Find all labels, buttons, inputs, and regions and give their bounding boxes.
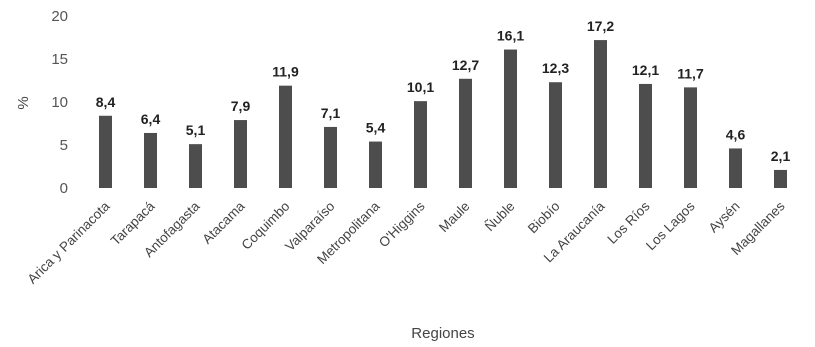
data-label: 2,1 — [771, 148, 791, 164]
data-label: 12,7 — [452, 57, 479, 73]
data-labels: 8,4 6,4 5,1 7,9 11,9 7,1 5,4 10,1 12,7 16,1 12,3 17… — [96, 18, 791, 164]
bar — [459, 78, 472, 188]
bar — [594, 40, 607, 188]
category-label: Biobío — [525, 199, 563, 237]
data-label: 16,1 — [497, 28, 524, 44]
bar — [729, 148, 742, 188]
bar — [369, 141, 382, 188]
category-label: O'Higgins — [376, 198, 428, 250]
data-label: 7,9 — [231, 98, 251, 114]
bar — [99, 115, 112, 188]
data-label: 5,1 — [186, 122, 206, 138]
bar — [414, 101, 427, 188]
data-label: 7,1 — [321, 105, 341, 121]
category-label: Los Lagos — [643, 198, 698, 253]
data-label: 8,4 — [96, 94, 116, 110]
data-label: 5,4 — [366, 120, 386, 136]
data-label: 11,9 — [272, 64, 299, 80]
y-tick-label: 0 — [60, 180, 68, 197]
category-label: Ñuble — [482, 199, 518, 235]
data-label: 12,1 — [632, 62, 659, 78]
y-tick-label: 20 — [51, 8, 68, 25]
bar — [279, 85, 292, 188]
data-label: 4,6 — [726, 126, 746, 142]
y-tick-label: 5 — [60, 137, 68, 154]
data-label: 17,2 — [587, 18, 614, 34]
y-axis-title: % — [15, 96, 32, 109]
data-label: 11,7 — [677, 65, 704, 81]
bar — [234, 120, 247, 188]
data-label: 10,1 — [407, 79, 434, 95]
bar — [504, 49, 517, 188]
bar — [639, 83, 652, 188]
bar — [189, 144, 202, 188]
bar — [774, 169, 787, 188]
y-tick-label: 15 — [51, 51, 68, 68]
data-label: 12,3 — [542, 60, 569, 76]
y-axis: 0 5 10 15 20 — [51, 8, 68, 197]
category-label: Aysén — [706, 199, 743, 236]
bars — [99, 40, 787, 188]
bar — [549, 82, 562, 188]
y-tick-label: 10 — [51, 94, 68, 111]
bar — [684, 87, 697, 188]
data-label: 6,4 — [141, 111, 161, 127]
bar — [324, 126, 337, 188]
category-label: Maule — [436, 199, 473, 236]
bar — [144, 132, 157, 188]
x-axis-title: Regiones — [411, 325, 474, 342]
x-axis: Arica y ParinacotaTarapacáAntofagastaAta… — [25, 198, 788, 286]
category-label: Arica y Parinacota — [25, 198, 113, 286]
